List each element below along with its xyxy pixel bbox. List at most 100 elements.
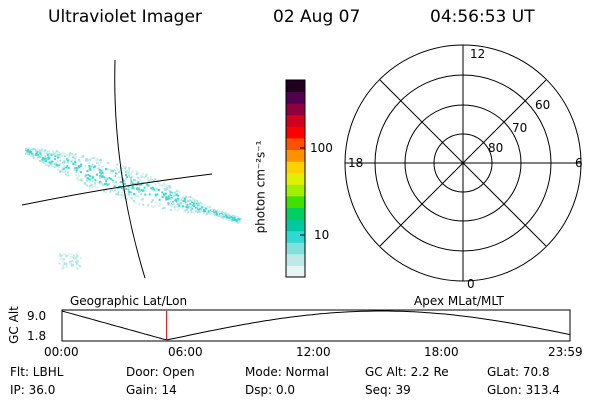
aurora-pixel <box>198 204 201 207</box>
aurora-pixel <box>92 166 95 169</box>
aurora-pixel <box>132 199 135 202</box>
aurora-pixel <box>152 206 155 208</box>
aurora-pixel <box>89 185 91 188</box>
aurora-pixel <box>128 167 131 170</box>
aurora-pixel <box>221 216 224 219</box>
aurora-pixel <box>56 160 59 163</box>
aurora-pixel <box>179 198 182 201</box>
aurora-pixel <box>79 165 82 168</box>
aurora-pixel <box>136 188 139 191</box>
aurora-pixel <box>88 178 91 181</box>
aurora-pixel <box>203 203 206 206</box>
aurora-pixel <box>169 209 172 211</box>
aurora-pixel <box>116 168 119 171</box>
aurora-pixel <box>151 186 154 189</box>
aurora-pixel <box>43 151 46 154</box>
date-label: 02 Aug 07 <box>273 7 361 27</box>
info-ip: IP: 36.0 <box>10 383 56 397</box>
aurora-pixel <box>225 214 228 217</box>
aurora-pixel <box>76 255 79 258</box>
aurora-pixel <box>74 153 77 155</box>
aurora-pixel <box>63 261 66 264</box>
aurora-pixel <box>37 153 39 156</box>
aurora-pixel <box>111 179 114 182</box>
colorbar-cell <box>286 219 305 232</box>
colorbar-cell <box>286 242 305 255</box>
aurora-pixel <box>142 203 145 206</box>
aurora-pixel <box>47 157 50 160</box>
aurora-pixel <box>76 261 79 264</box>
aurora-pixel <box>64 168 67 171</box>
aurora-pixel <box>106 177 109 180</box>
aurora-pixel <box>177 197 179 200</box>
aurora-pixel <box>116 187 119 190</box>
aurora-pixel <box>169 191 172 194</box>
aurora-pixel <box>212 211 215 214</box>
aurora-pixel <box>68 260 71 263</box>
aurora-pixel <box>73 154 75 157</box>
aurora-pixel <box>96 187 99 190</box>
aurora-pixel <box>199 201 202 204</box>
aurora-pixel <box>127 188 130 191</box>
aurora-pixel <box>59 159 62 162</box>
aurora-pixel <box>189 208 192 211</box>
aurora-pixel <box>39 156 42 159</box>
aurora-pixel <box>74 167 77 170</box>
aurora-pixel <box>192 204 195 207</box>
aurora-pixel <box>74 157 77 160</box>
aurora-pixel <box>154 183 157 186</box>
aurora-pixel <box>115 193 118 196</box>
aurora-pixel <box>71 156 74 159</box>
aurora-pixel <box>131 182 134 185</box>
aurora-pixel <box>134 180 137 183</box>
aurora-pixel <box>57 165 60 168</box>
aurora-pixel <box>163 194 166 197</box>
aurora-pixel <box>94 183 97 186</box>
aurora-pixel <box>59 169 62 172</box>
aurora-pixel <box>198 206 201 209</box>
aurora-pixel <box>78 174 81 177</box>
aurora-pixel <box>105 176 108 179</box>
aurora-pixel <box>76 267 79 270</box>
aurora-pixel <box>52 163 55 166</box>
aurora-pixel <box>178 198 181 201</box>
aurora-pixel <box>211 209 213 212</box>
aurora-pixel <box>65 173 68 176</box>
aurora-pixel <box>98 168 101 171</box>
aurora-pixel <box>175 204 178 207</box>
aurora-pixel <box>121 167 124 170</box>
aurora-pixel <box>75 263 78 266</box>
aurora-pixel <box>178 202 181 205</box>
aurora-pixel <box>45 160 48 163</box>
aurora-pixel <box>59 252 61 255</box>
aurora-pixel <box>185 205 188 208</box>
aurora-pixel <box>128 174 130 177</box>
aurora-pixel <box>107 183 110 186</box>
aurora-pixel <box>66 161 69 164</box>
aurora-pixel <box>200 204 203 206</box>
colorbar-cell <box>286 230 305 243</box>
aurora-pixel <box>34 154 37 156</box>
aurora-pixel <box>129 182 132 185</box>
aurora-pixel <box>60 254 63 257</box>
aurora-pixel <box>191 207 193 210</box>
aurora-pixel <box>129 173 132 176</box>
aurora-pixel <box>28 148 31 151</box>
aurora-pixel <box>156 193 159 196</box>
aurora-pixel <box>47 165 50 168</box>
aurora-pixel <box>215 214 218 217</box>
aurora-pixel <box>127 169 130 172</box>
aurora-pixel <box>173 194 176 197</box>
aurora-pixel <box>108 162 110 165</box>
aurora-pixel <box>224 217 226 220</box>
aurora-pixel <box>135 194 138 197</box>
aurora-pixel <box>88 179 91 182</box>
aurora-pixel <box>187 211 190 214</box>
aurora-pixel <box>63 153 66 156</box>
aurora-pixel <box>33 148 36 151</box>
aurora-pixel <box>41 150 44 152</box>
aurora-pixel <box>68 155 71 158</box>
aurora-pixel <box>88 161 91 164</box>
aurora-pixel <box>116 192 119 195</box>
